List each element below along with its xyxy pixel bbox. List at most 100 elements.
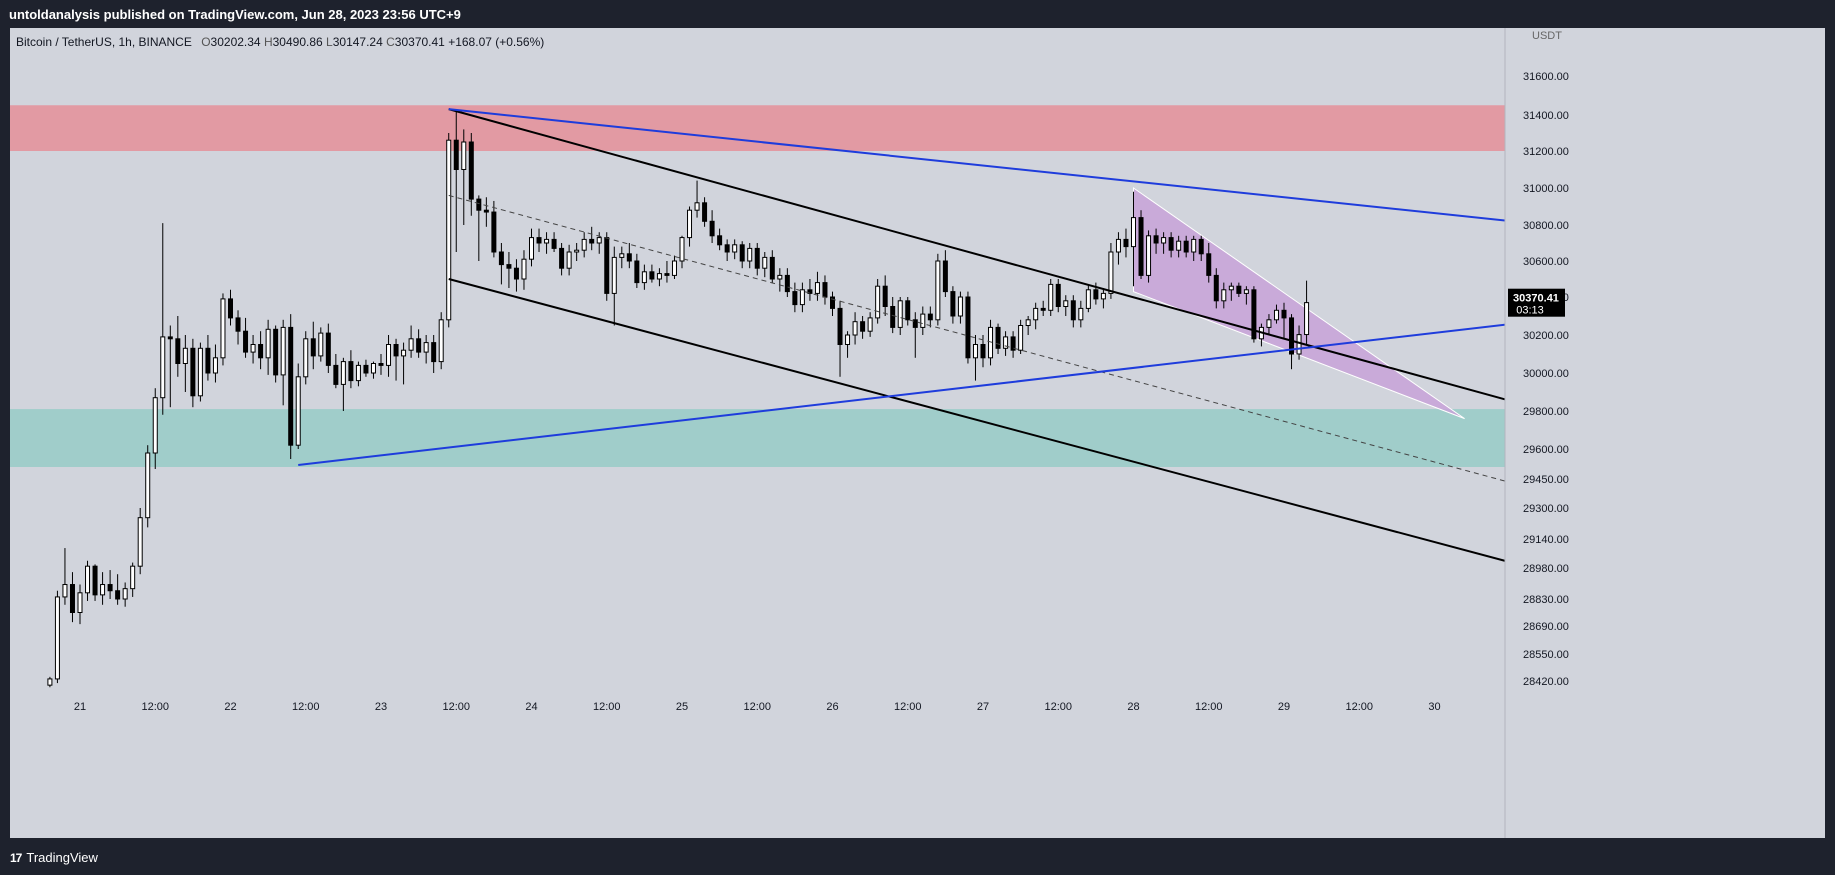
candle-up (1025, 319, 1031, 326)
y-tick-label: 28980.00 (1523, 563, 1569, 575)
candle-down (536, 237, 542, 244)
candle-down (1055, 283, 1061, 307)
candle-up (137, 517, 143, 567)
candle-down (1168, 237, 1174, 251)
candle-down (273, 328, 279, 376)
supply-zone (10, 105, 1505, 151)
candle-down (1070, 300, 1076, 321)
candle-down (769, 256, 775, 280)
trend-line (298, 318, 1548, 466)
candle-down (1010, 336, 1016, 351)
x-tick-label: 12:00 (593, 701, 621, 713)
candle-down (378, 363, 384, 366)
x-tick-label: 12:00 (1195, 701, 1223, 713)
candle-down (905, 300, 911, 321)
x-tick-label: 12:00 (442, 701, 470, 713)
x-tick-label: 23 (375, 701, 387, 713)
candle-up (1063, 300, 1069, 307)
open-label: O (201, 35, 211, 49)
candle-up (641, 271, 647, 284)
candle-down (942, 260, 948, 293)
candle-down (498, 251, 504, 266)
candle-up (438, 319, 444, 363)
candle-down (830, 296, 835, 309)
candle-down (559, 247, 565, 269)
x-tick-label: 12:00 (1345, 701, 1373, 713)
candle-down (175, 338, 181, 364)
candle-up (656, 273, 662, 280)
x-tick-label: 24 (525, 701, 537, 713)
candle-up (1304, 302, 1310, 336)
low-label: L (326, 35, 333, 49)
currency-label: USDT (1532, 30, 1562, 42)
candle-down (92, 565, 98, 596)
candle-down (348, 361, 354, 382)
candle-up (1108, 251, 1114, 294)
candle-up (280, 326, 286, 376)
x-tick-label: 30 (1428, 701, 1440, 713)
candle-down (468, 141, 474, 200)
candlestick-chart[interactable]: 31600.00 31400.00 31200.00 31000.00 30800.00… (10, 28, 1825, 838)
candle-down (310, 338, 316, 357)
candle-down (634, 260, 640, 284)
candle-up (85, 565, 91, 594)
candle-down (1281, 309, 1287, 319)
x-tick-label: 12:00 (743, 701, 771, 713)
candle-up (212, 357, 218, 374)
candle-up (679, 237, 685, 262)
tradingview-icon: 17 (10, 851, 22, 865)
candle-down (927, 313, 933, 321)
y-tick-label: 28420.00 (1523, 676, 1569, 688)
candle-down (453, 139, 459, 170)
candle-down (1198, 238, 1204, 255)
candle-up (935, 260, 941, 321)
candle-down (784, 274, 790, 293)
candle-up (867, 317, 873, 332)
x-tick-label: 27 (977, 701, 989, 713)
candle-up (566, 251, 572, 269)
published-info: untoldanalysis published on TradingView.… (9, 7, 461, 22)
y-tick-label: 29450.00 (1523, 474, 1569, 486)
candle-down (724, 244, 730, 253)
candle-up (77, 592, 83, 613)
candle-down (506, 264, 512, 269)
candle-up (1228, 285, 1234, 291)
candle-up (799, 289, 805, 306)
y-tick-label: 30000.00 (1523, 368, 1569, 380)
candle-up (1161, 237, 1167, 244)
candle-down (235, 317, 241, 332)
x-tick-label: 26 (826, 701, 838, 713)
footer-bar (0, 840, 1835, 875)
close-value: 30370.41 (394, 35, 445, 49)
candle-down (288, 326, 294, 446)
x-tick-label: 28 (1127, 701, 1139, 713)
candle-up (1115, 238, 1121, 253)
y-tick-label: 31200.00 (1523, 146, 1569, 158)
candle-up (747, 247, 753, 262)
y-tick-label: 30800.00 (1523, 220, 1569, 232)
candle-down (792, 291, 798, 306)
candle-up (687, 209, 693, 239)
candle-up (220, 298, 226, 359)
candle-up (47, 678, 53, 686)
y-tick-label: 30200.00 (1523, 330, 1569, 342)
candle-down (837, 307, 843, 345)
candle-up (370, 363, 376, 374)
candle-down (1289, 317, 1295, 355)
candle-up (521, 258, 527, 280)
brand-label: TradingView (26, 850, 98, 865)
candle-down (717, 235, 723, 246)
candle-up (529, 237, 534, 260)
symbol-label: Bitcoin / TetherUS, 1h, BINANCE (16, 35, 192, 49)
x-tick-label: 12:00 (894, 701, 922, 713)
candle-down (1213, 274, 1219, 302)
tradingview-logo[interactable]: 17 TradingView (10, 850, 98, 865)
candle-up (340, 361, 346, 385)
candle-up (303, 338, 309, 378)
candle-down (1123, 238, 1129, 248)
candle-down (589, 238, 595, 244)
change-value: +168.07 (+0.56%) (448, 35, 545, 49)
candle-down (1206, 253, 1212, 276)
candle-down (476, 198, 482, 211)
y-tick-label: 29600.00 (1523, 444, 1569, 456)
